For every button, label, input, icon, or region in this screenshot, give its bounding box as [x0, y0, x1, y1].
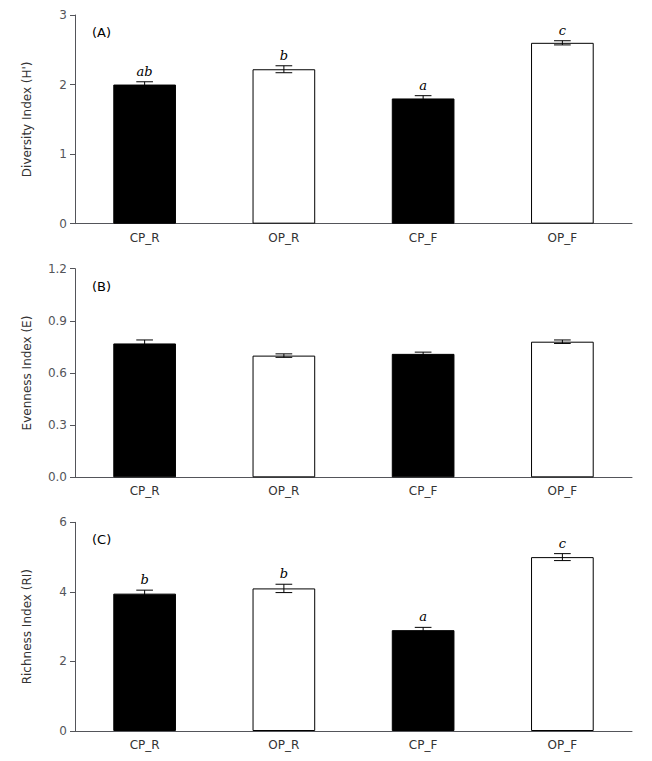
svg-text:0.9: 0.9 [48, 314, 67, 328]
svg-text:ab: ab [137, 64, 153, 79]
svg-text:b: b [280, 566, 288, 581]
svg-text:0.0: 0.0 [48, 470, 67, 484]
svg-text:c: c [559, 23, 567, 38]
svg-text:a: a [419, 609, 427, 624]
svg-text:b: b [140, 572, 148, 587]
svg-text:4: 4 [59, 585, 67, 599]
svg-text:(C): (C) [92, 532, 111, 547]
svg-text:CP_F: CP_F [409, 484, 438, 498]
svg-text:0.3: 0.3 [48, 418, 67, 432]
svg-text:CP_R: CP_R [130, 231, 160, 245]
svg-text:Evenness Index (E): Evenness Index (E) [20, 316, 34, 431]
svg-text:a: a [419, 78, 427, 93]
svg-text:Diversity Index (H'): Diversity Index (H') [20, 61, 34, 177]
svg-text:2: 2 [59, 78, 67, 92]
svg-text:(A): (A) [92, 25, 111, 40]
svg-text:0.6: 0.6 [48, 366, 67, 380]
svg-text:CP_F: CP_F [409, 231, 438, 245]
svg-text:1.2: 1.2 [48, 262, 67, 276]
svg-text:b: b [280, 48, 288, 63]
svg-text:OP_F: OP_F [548, 231, 578, 245]
svg-text:Richness Index (RI): Richness Index (RI) [20, 569, 34, 684]
svg-text:6: 6 [59, 515, 67, 529]
svg-text:CP_R: CP_R [130, 738, 160, 752]
svg-text:3: 3 [59, 8, 67, 22]
svg-text:OP_R: OP_R [268, 231, 299, 245]
svg-text:CP_R: CP_R [130, 484, 160, 498]
svg-text:OP_F: OP_F [548, 738, 578, 752]
svg-text:c: c [559, 536, 567, 551]
svg-text:OP_R: OP_R [268, 738, 299, 752]
svg-text:0: 0 [59, 217, 67, 231]
svg-text:(B): (B) [92, 279, 111, 294]
svg-text:OP_R: OP_R [268, 484, 299, 498]
svg-text:1: 1 [59, 147, 67, 161]
svg-text:CP_F: CP_F [409, 738, 438, 752]
svg-text:2: 2 [59, 654, 67, 668]
svg-text:OP_F: OP_F [548, 484, 578, 498]
svg-text:0: 0 [59, 724, 67, 738]
